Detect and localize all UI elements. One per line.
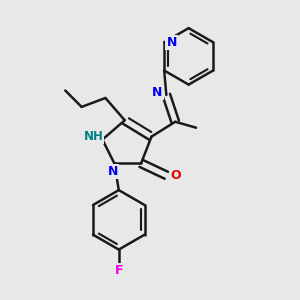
Text: N: N [152,85,163,98]
Text: N: N [167,36,177,49]
Text: N: N [108,165,118,178]
Text: F: F [115,264,123,277]
Text: NH: NH [84,130,103,143]
Text: O: O [170,169,181,182]
